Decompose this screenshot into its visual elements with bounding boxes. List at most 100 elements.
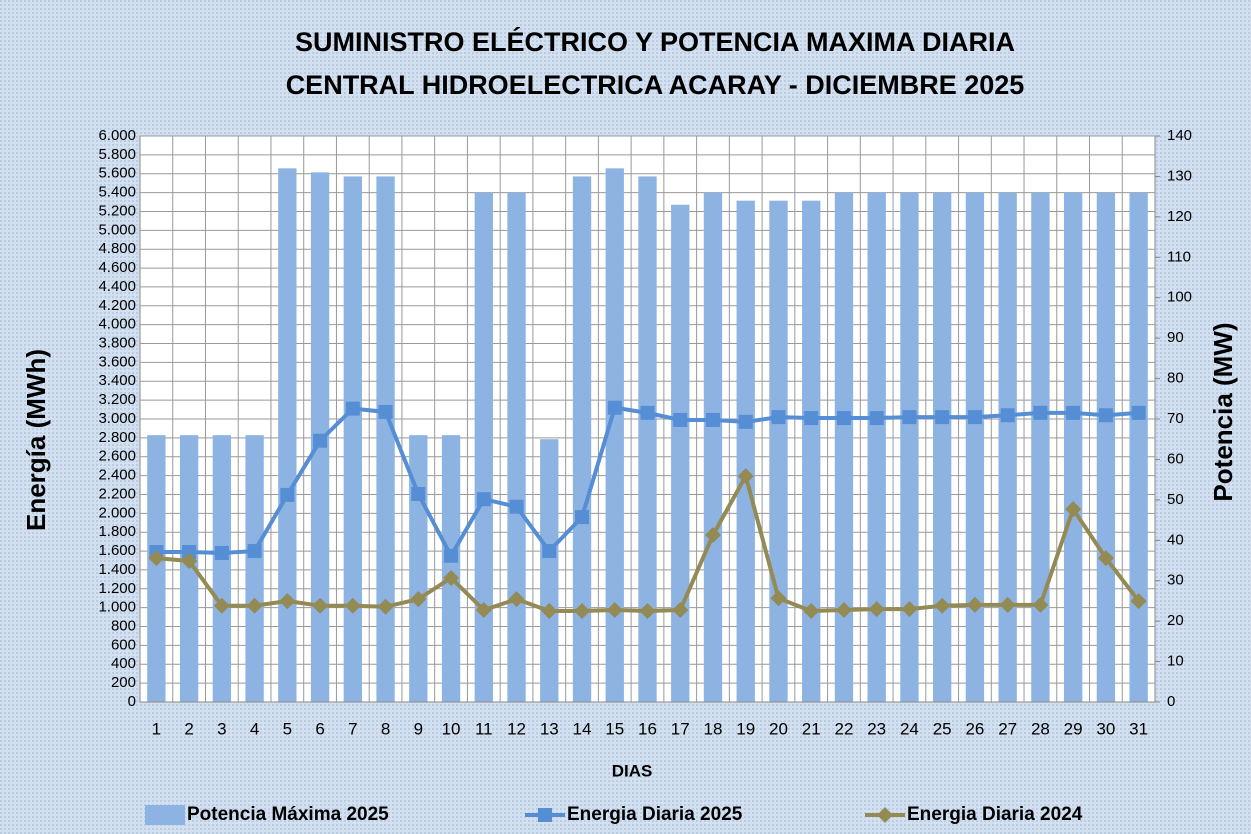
y-tick-label: 1.800: [98, 523, 136, 540]
y-tick-label: 2.200: [98, 485, 136, 502]
y2-tick-label: 50: [1167, 491, 1184, 508]
bar: [703, 192, 723, 702]
point: [1000, 408, 1015, 423]
legend-marker: [877, 807, 893, 823]
point: [509, 499, 524, 514]
x-axis-label: DIAS: [612, 761, 653, 780]
point: [902, 410, 917, 425]
x-tick-label: 20: [769, 719, 788, 738]
point: [378, 404, 393, 419]
y-tick-label: 4.800: [98, 240, 136, 257]
x-tick-label: 17: [671, 719, 690, 738]
x-tick-label: 11: [475, 719, 493, 738]
y-tick-label: 5.600: [98, 165, 136, 182]
point: [737, 468, 754, 485]
y-tick-label: 1.600: [98, 542, 136, 559]
bar: [736, 200, 755, 702]
y2-tick-label: 10: [1167, 653, 1184, 670]
y2-tick-label: 90: [1167, 329, 1184, 346]
y2-tick-label: 80: [1167, 370, 1184, 387]
point: [344, 597, 361, 614]
bar: [638, 176, 657, 702]
x-tick-label: 16: [638, 719, 657, 738]
point: [704, 527, 721, 544]
x-tick-label: 4: [250, 719, 259, 738]
point: [476, 492, 491, 507]
x-tick-label: 8: [381, 719, 390, 738]
bar: [998, 192, 1017, 702]
bar: [376, 176, 395, 702]
y-tick-label: 5.000: [98, 221, 136, 238]
point: [443, 569, 460, 586]
point: [672, 602, 689, 619]
bar: [245, 435, 264, 702]
bar: [278, 168, 297, 703]
point: [935, 410, 950, 425]
bar: [540, 439, 559, 702]
bar: [507, 192, 526, 702]
point: [213, 597, 230, 614]
point: [934, 597, 951, 614]
legend-label: Energia Diaria 2025: [567, 804, 743, 825]
x-tick-label: 28: [1031, 719, 1050, 738]
x-tick-label: 7: [348, 719, 357, 738]
y2-tick-label: 70: [1167, 410, 1184, 427]
point: [705, 412, 720, 427]
x-tick-label: 22: [834, 719, 853, 738]
x-tick-label: 15: [605, 719, 624, 738]
bar: [802, 200, 821, 702]
y2-tick-label: 60: [1167, 450, 1184, 467]
y-tick-label: 6.000: [98, 127, 136, 144]
bar: [1031, 192, 1050, 702]
x-tick-label: 19: [736, 719, 755, 738]
x-tick-label: 30: [1096, 719, 1115, 738]
point: [313, 433, 328, 448]
point: [508, 591, 525, 608]
x-tick-label: 5: [283, 719, 292, 738]
bar: [343, 176, 362, 702]
bar: [933, 192, 952, 702]
bar: [605, 168, 624, 703]
x-tick-label: 10: [442, 719, 461, 738]
x-tick-label: 31: [1129, 719, 1148, 738]
x-tick-label: 24: [900, 719, 919, 738]
y-tick-label: 800: [111, 618, 136, 635]
point: [835, 602, 852, 619]
y-tick-label: 2.600: [98, 448, 136, 465]
bar: [147, 435, 166, 702]
point: [869, 411, 884, 426]
point: [280, 487, 295, 502]
y2-tick-label: 120: [1167, 208, 1192, 225]
y-tick-label: 4.000: [98, 316, 136, 333]
point: [182, 545, 197, 560]
y-tick-label: 4.400: [98, 278, 136, 295]
x-tick-label: 25: [933, 719, 952, 738]
bar: [572, 176, 592, 702]
point: [804, 411, 819, 426]
point: [377, 598, 394, 615]
point: [411, 486, 426, 501]
x-tick-label: 13: [540, 719, 559, 738]
point: [967, 410, 982, 425]
y2-tick-label: 20: [1167, 612, 1184, 629]
bar: [900, 192, 919, 702]
point: [999, 596, 1016, 613]
point: [247, 544, 262, 559]
point: [1033, 405, 1048, 420]
y2-tick-label: 110: [1167, 248, 1191, 265]
y-tick-label: 1.000: [98, 599, 136, 616]
point: [1065, 501, 1082, 518]
x-tick-label: 9: [414, 719, 423, 738]
bar: [212, 435, 232, 702]
point: [803, 602, 820, 619]
point: [345, 401, 360, 416]
bar: [965, 192, 985, 702]
x-tick-label: 29: [1064, 719, 1083, 738]
point: [1098, 408, 1113, 423]
bar: [1096, 192, 1116, 702]
x-tick-label: 14: [573, 719, 592, 738]
bar: [1129, 192, 1148, 702]
y-tick-label: 1.400: [98, 561, 136, 578]
x-tick-label: 27: [998, 719, 1017, 738]
x-tick-label: 21: [802, 719, 821, 738]
